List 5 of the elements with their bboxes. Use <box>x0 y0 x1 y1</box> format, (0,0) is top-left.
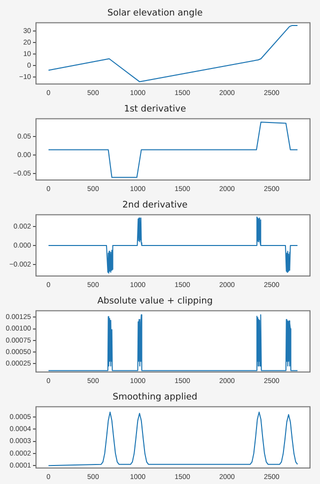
chart-title: 1st derivative <box>124 104 186 115</box>
chart-title: 2nd derivative <box>122 200 188 211</box>
chart-title: Smoothing applied <box>112 392 198 403</box>
chart-title: Solar elevation angle <box>107 8 204 19</box>
chart-title: Absolute value + clipping <box>97 296 213 307</box>
